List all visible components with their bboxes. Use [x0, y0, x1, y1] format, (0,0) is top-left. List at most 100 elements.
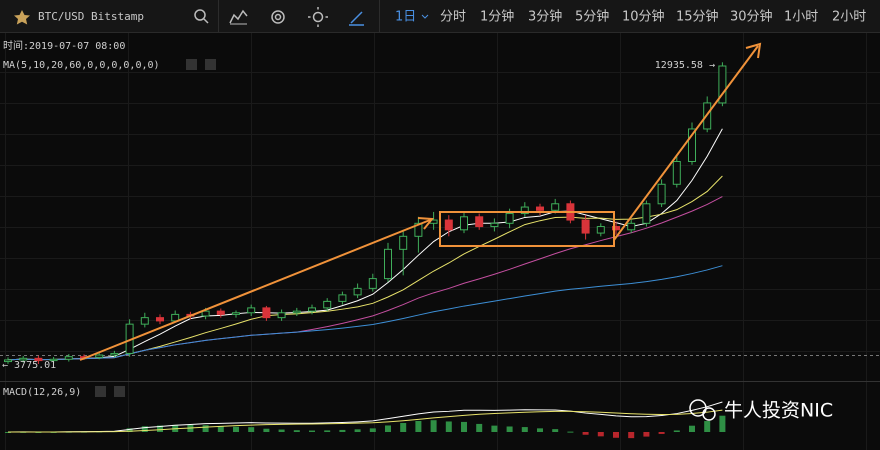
macd-bar	[5, 432, 11, 433]
macd-bar	[202, 425, 209, 432]
candle-body	[657, 183, 666, 205]
candle-body	[247, 307, 256, 314]
macd-bar	[689, 425, 695, 432]
macd-bar	[521, 427, 528, 432]
candle-body	[444, 219, 453, 231]
candle-body	[384, 248, 392, 280]
candle-body	[49, 358, 58, 362]
watermark	[689, 399, 716, 421]
candle-body	[262, 307, 271, 319]
macd-close[interactable]	[114, 386, 125, 397]
macd-settings[interactable]	[95, 386, 106, 397]
macd-bar	[248, 427, 255, 432]
ma-line	[7, 265, 723, 361]
last-price-label: 12935.58 →	[655, 60, 715, 71]
candle-body	[4, 359, 12, 363]
low-price-label: ← 3775.01	[2, 360, 56, 371]
candle-body	[399, 235, 408, 250]
candle-body	[551, 203, 560, 211]
dropdown-caret	[421, 14, 429, 19]
macd-bar	[537, 428, 543, 432]
candle-body	[368, 278, 377, 289]
macd-bar	[658, 432, 665, 434]
favorite-icon[interactable]	[14, 10, 30, 25]
candle-body	[201, 310, 210, 317]
macd-bar	[567, 431, 574, 433]
candle-body	[490, 222, 499, 228]
macd-bar	[233, 426, 239, 432]
macd-bar	[704, 421, 711, 432]
macd-bar	[385, 425, 391, 432]
candle-body	[292, 310, 301, 314]
candle-body	[308, 307, 316, 312]
interval-tab[interactable]: 15分钟	[676, 9, 719, 25]
candle-body	[505, 213, 514, 224]
macd-bar	[673, 430, 680, 432]
macd-bar	[157, 425, 163, 432]
indicator-icon[interactable]	[229, 9, 248, 24]
ma-line	[7, 196, 723, 361]
macd-info: MACD(12,26,9)	[3, 387, 81, 398]
theme-icon[interactable]	[308, 7, 328, 27]
candle-body	[156, 317, 164, 322]
candle-body	[596, 226, 605, 234]
candle-body	[460, 216, 468, 231]
candle-body	[34, 357, 43, 362]
ma-line	[7, 175, 723, 361]
candle-body	[581, 219, 590, 234]
candle-body	[216, 310, 225, 315]
macd-bar	[324, 430, 331, 432]
candle-body	[110, 352, 119, 356]
macd-bar	[309, 430, 315, 432]
macd-dif	[7, 401, 723, 433]
search-icon[interactable]	[194, 9, 209, 24]
interval-tab[interactable]: 5分钟	[575, 9, 609, 25]
macd-bar	[400, 423, 407, 432]
candle-body	[95, 354, 104, 358]
interval-tab[interactable]: 30分钟	[730, 9, 773, 25]
macd-bar	[141, 426, 148, 432]
interval-tab[interactable]: 3分钟	[528, 9, 562, 25]
ma-settings[interactable]	[186, 59, 197, 70]
candle-body	[414, 222, 423, 237]
macd-bar	[597, 432, 604, 437]
settings-icon[interactable]	[271, 10, 285, 24]
candle-body	[19, 357, 28, 361]
macd-bar	[476, 423, 483, 432]
macd-bar	[339, 429, 346, 432]
candle-body	[232, 312, 240, 315]
candle-body	[353, 287, 362, 296]
macd-bar	[506, 426, 513, 432]
candle-body	[520, 206, 529, 215]
macd-bar	[263, 428, 270, 432]
interval-tab[interactable]: 1分钟	[480, 9, 514, 25]
interval-tab[interactable]: 10分钟	[622, 9, 665, 25]
macd-bar	[354, 429, 361, 432]
macd-bar	[430, 420, 437, 432]
interval-tab[interactable]: 2小时	[832, 10, 866, 25]
interval-tab[interactable]: 1日	[395, 10, 416, 25]
candle-body	[536, 206, 544, 211]
candle-body	[64, 356, 73, 360]
candle-body	[277, 312, 286, 319]
macd-bar	[582, 432, 589, 435]
interval-tab[interactable]: 分时	[440, 10, 466, 25]
candle-body	[140, 317, 149, 325]
macd-bar	[613, 432, 619, 438]
candle-body	[323, 300, 332, 309]
draw-icon[interactable]	[349, 11, 364, 26]
symbol[interactable]: BTC/USD Bitstamp	[38, 10, 144, 23]
watermark-text: 牛人投资NIC	[724, 400, 833, 422]
annotations	[79, 42, 762, 361]
ma-close[interactable]	[205, 59, 216, 70]
interval-tab[interactable]: 1小时	[784, 10, 818, 25]
macd-bar	[445, 421, 452, 432]
ma-info: MA(5,10,20,60,0,0,0,0,0,0)	[3, 60, 160, 71]
macd-bar	[278, 429, 285, 432]
time-info: 时间:2019-07-07 08:00	[3, 39, 125, 52]
candle-body	[338, 294, 347, 302]
macd-bar	[187, 425, 194, 432]
macd-bar	[126, 428, 133, 432]
candle-body	[627, 222, 636, 231]
